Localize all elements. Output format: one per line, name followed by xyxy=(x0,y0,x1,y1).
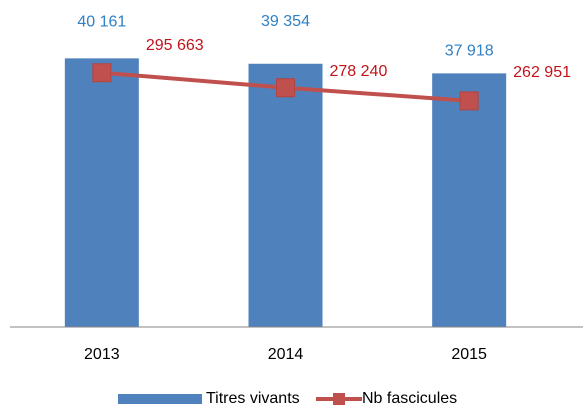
line-marker xyxy=(276,78,295,98)
bar xyxy=(432,73,507,327)
legend-marker xyxy=(333,393,345,405)
x-tick-label: 2015 xyxy=(451,346,487,363)
legend-label: Titres vivants xyxy=(206,390,300,407)
bar xyxy=(248,63,323,327)
legend-swatch xyxy=(118,394,202,404)
x-tick-label: 2014 xyxy=(268,346,304,363)
line-marker xyxy=(459,91,479,111)
data-label: 37 918 xyxy=(445,43,494,60)
data-label: 40 161 xyxy=(77,14,126,31)
x-tick-label: 2013 xyxy=(84,346,120,363)
line-marker xyxy=(92,63,112,83)
data-label: 39 354 xyxy=(261,13,310,30)
data-label: 295 663 xyxy=(146,37,204,54)
bar xyxy=(64,58,139,328)
data-label: 278 240 xyxy=(330,63,388,80)
data-label: 262 951 xyxy=(513,64,571,81)
legend-label: Nb fascicules xyxy=(362,390,457,407)
